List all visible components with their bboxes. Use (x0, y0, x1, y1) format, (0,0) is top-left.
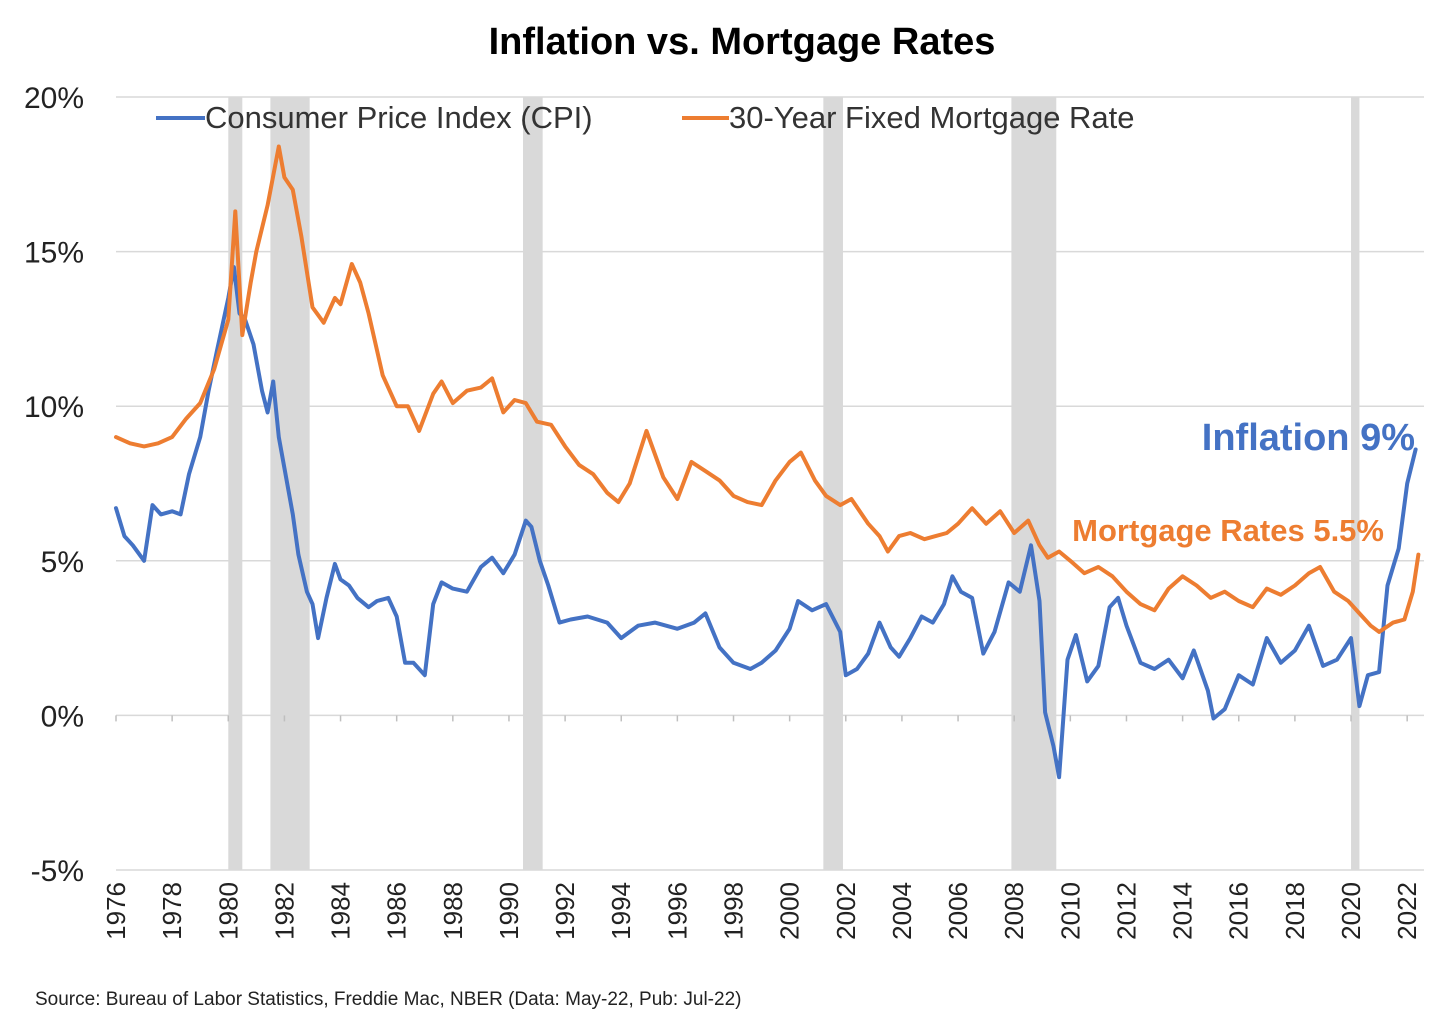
legend-label-cpi: Consumer Price Index (CPI) (205, 100, 593, 135)
recession-band-3 (823, 97, 843, 870)
x-tick-label: 2000 (775, 882, 805, 940)
x-tick-label: 1994 (606, 882, 636, 940)
x-tick-label: 1996 (662, 882, 692, 940)
series-line-cpi (114, 265, 1418, 780)
recession-band-1 (270, 97, 310, 870)
x-tick-label: 2012 (1111, 882, 1141, 940)
x-tick-label: 2006 (943, 882, 973, 940)
recession-band-2 (522, 97, 543, 870)
x-tick-label: 2010 (1055, 882, 1085, 940)
x-tick-label: 1986 (382, 882, 412, 940)
y-tick-label: 5% (41, 546, 84, 579)
y-tick-label: 0% (41, 700, 84, 733)
recession-bands (228, 97, 1360, 870)
legend: Consumer Price Index (CPI) 30-Year Fixed… (156, 100, 1135, 135)
x-tick-label: 2008 (999, 882, 1029, 940)
x-tick-label: 2002 (831, 882, 861, 940)
annotation-mortgage: Mortgage Rates 5.5% (1072, 513, 1384, 548)
chart-title: Inflation vs. Mortgage Rates (489, 21, 996, 63)
x-tick-label: 1988 (438, 882, 468, 940)
x-tick-label: 2022 (1392, 882, 1422, 940)
x-tick-label: 1976 (101, 882, 131, 940)
y-tick-label: 20% (24, 82, 84, 115)
source-note: Source: Bureau of Labor Statistics, Fred… (35, 989, 741, 1010)
legend-label-mortgage: 30-Year Fixed Mortgage Rate (729, 100, 1135, 135)
y-tick-label: 15% (24, 237, 84, 270)
x-tick-label: 1990 (494, 882, 524, 940)
series-lines (114, 144, 1421, 780)
x-tick-label: 2004 (887, 882, 917, 940)
x-tick-label: 1984 (326, 882, 356, 940)
x-tick-label: 1998 (719, 882, 749, 940)
recession-band-4 (1011, 97, 1057, 870)
gridlines (116, 96, 1424, 871)
y-tick-label: -5% (31, 855, 84, 888)
x-tick-label: 1980 (213, 882, 243, 940)
recession-band-5 (1351, 97, 1360, 870)
x-tick-label: 2014 (1168, 882, 1198, 940)
x-tick-label: 2018 (1280, 882, 1310, 940)
series-line-mortgage (114, 144, 1421, 634)
x-tick-label: 1978 (157, 882, 187, 940)
x-axis: 1976 1978 1980 1982 1984 1986 1988 1990 1992 1994… (101, 715, 1422, 940)
y-tick-label: 10% (24, 391, 84, 424)
y-axis: 20% 15% 10% 5% 0% -5% (24, 82, 84, 888)
x-tick-label: 1982 (269, 882, 299, 940)
x-tick-label: 2016 (1224, 882, 1254, 940)
annotation-inflation: Inflation 9% (1202, 417, 1415, 459)
x-tick-label: 1992 (550, 882, 580, 940)
x-tick-label: 2020 (1336, 882, 1366, 940)
